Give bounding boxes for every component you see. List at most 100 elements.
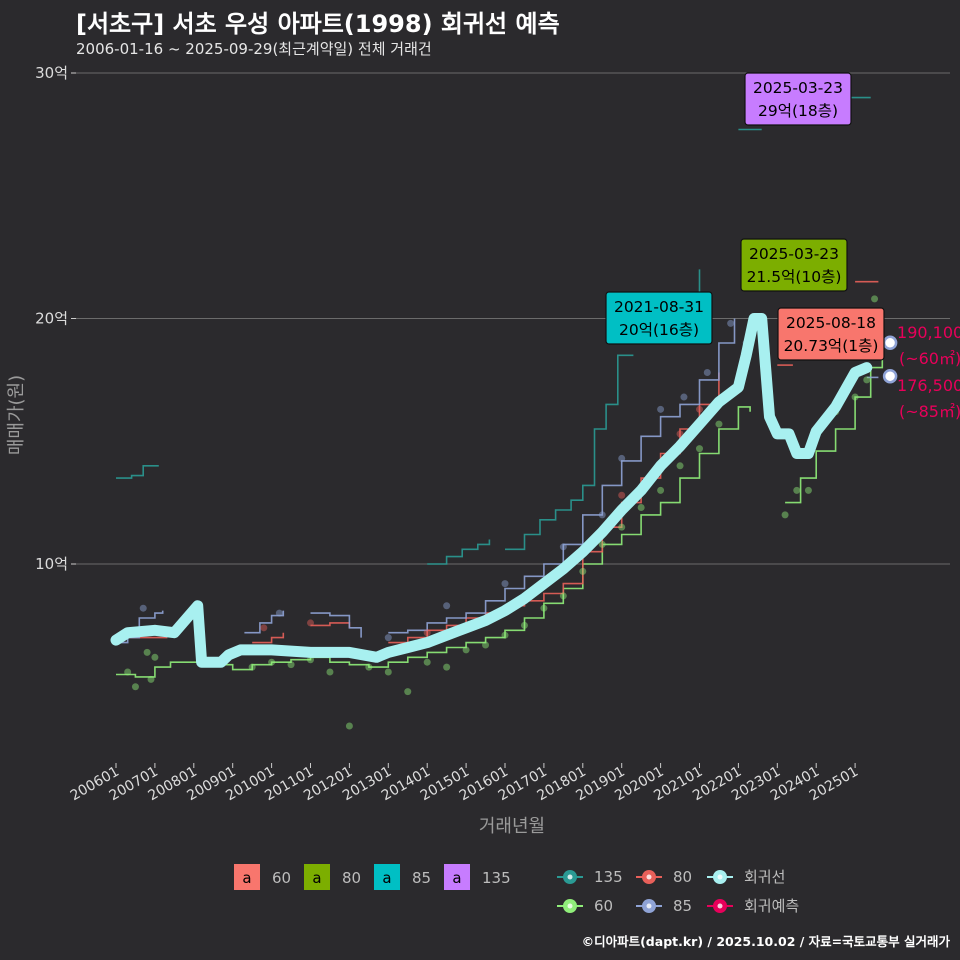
annotation-labels: 2025-03-23 29억(18층) 2025-03-23 21.5억(10층) 20… [605, 72, 885, 361]
legend-area-label: 135 [482, 869, 511, 887]
scatter-point-60 [404, 688, 412, 696]
x-axis-ticks: 2006012007012008012009012010012011012012… [68, 763, 861, 804]
scatter-point-60 [482, 641, 490, 649]
legend-line-label: 60 [594, 897, 613, 915]
forecast-value-label: 190,100 [897, 323, 960, 342]
scatter-point-60 [618, 523, 626, 531]
legend-line-label: 85 [673, 897, 692, 915]
series-line-85c [310, 612, 362, 638]
scatter-point-60 [462, 646, 470, 654]
series-line-135 [116, 465, 159, 479]
chart-subtitle: 2006-01-16 ~ 2025-09-29(최근계약일) 전체 거래건 [76, 40, 432, 58]
annotation-box [777, 307, 885, 361]
legend-area-glyph: a [242, 869, 251, 887]
scatter-point-60 [151, 653, 159, 661]
scatter-point-60 [793, 486, 801, 494]
scatter-point-85 [598, 511, 606, 519]
legend-area-key [304, 864, 330, 890]
scatter-points [124, 295, 879, 730]
annotation-price: 20.73억(1층) [784, 337, 879, 355]
scatter-point-60 [863, 376, 871, 384]
scatter-point-60 [345, 722, 353, 730]
caption: ©디아파트(dapt.kr) / 2025.10.02 / 자료=국토교통부 실… [581, 934, 950, 949]
scatter-point-60 [501, 631, 509, 639]
scatter-point-60 [326, 668, 334, 676]
forecast-point-85 [882, 368, 898, 384]
forecast-markers: 190,100 (~60㎡) 176,500 (~85㎡) [882, 323, 960, 421]
series-lines [116, 96, 884, 678]
legend-area-glyph: a [382, 869, 391, 887]
legend-area-label: 85 [412, 869, 431, 887]
scatter-point-85 [703, 369, 711, 377]
legend-area-key [374, 864, 400, 890]
scatter-point-60 [365, 663, 373, 671]
scatter-point-60 [423, 658, 431, 666]
legend-area-label: 80 [342, 869, 361, 887]
legend-line-dot-center [646, 874, 652, 880]
series-line-60 [116, 406, 751, 678]
legend-line-dot-center [717, 874, 723, 880]
y-tick-label: 20억 [35, 310, 68, 328]
y-tick-label: 30억 [35, 64, 68, 82]
regression-line [110, 313, 873, 668]
scatter-point-85 [618, 454, 626, 462]
scatter-point-60 [715, 420, 723, 428]
scatter-point-60 [871, 295, 879, 303]
forecast-point-60 [882, 335, 898, 351]
chart-title: [서초구] 서초 우성 아파트(1998) 회귀선 예측 [76, 10, 560, 38]
legend-area-glyph: a [312, 869, 321, 887]
legend-area-key [234, 864, 260, 890]
scatter-point-60 [248, 663, 256, 671]
scatter-point-60 [384, 668, 392, 676]
scatter-point-85 [443, 602, 451, 610]
scatter-point-60 [124, 668, 132, 676]
scatter-point-60 [268, 658, 276, 666]
series-line-135b [427, 539, 491, 565]
legend-area-glyph: a [452, 869, 461, 887]
scatter-point-60 [781, 511, 789, 519]
scatter-point-60 [307, 656, 314, 664]
annotation-box [605, 291, 713, 345]
scatter-point-60 [443, 663, 451, 671]
series-line-135c [505, 354, 634, 551]
scatter-point-60 [147, 675, 155, 683]
legend: a 60 a 80 a 85 a 135 135 80 회귀선 60 85 회귀예측 [234, 864, 799, 915]
legend-area-key [444, 864, 470, 890]
scatter-point-60 [540, 604, 548, 612]
forecast-area-label: (~60㎡) [899, 349, 960, 368]
annotation-price: 29억(18층) [758, 102, 838, 120]
scatter-point-80 [260, 624, 268, 632]
scatter-point-85 [680, 393, 688, 401]
scatter-point-80 [423, 629, 431, 637]
annotation-date: 2021-08-31 [614, 298, 704, 316]
series-line-85b [244, 610, 285, 634]
forecast-value-label: 176,500 [897, 376, 960, 395]
scatter-point-85 [727, 319, 735, 327]
legend-line-dot-center [567, 874, 573, 880]
scatter-point-80 [307, 619, 314, 627]
series-line-80b [252, 632, 285, 644]
scatter-point-85 [501, 580, 509, 588]
annotation-price: 21.5억(10층) [747, 268, 842, 286]
legend-line-label: 80 [673, 868, 692, 886]
series-line-85 [116, 610, 164, 644]
legend-line-dot-center [646, 903, 652, 909]
y-axis-ticks: 10억 20억 30억 [35, 64, 76, 573]
legend-line-dot-center [567, 903, 573, 909]
y-tick-label: 10억 [35, 555, 68, 573]
annotation-date: 2025-08-18 [786, 314, 876, 332]
regression-path [110, 313, 873, 668]
scatter-point-60 [657, 486, 665, 494]
scatter-point-60 [287, 661, 295, 669]
scatter-point-85 [139, 604, 147, 612]
y-axis-title: 매매가(원) [6, 375, 27, 455]
annotation-box [744, 72, 852, 126]
scatter-point-60 [579, 567, 587, 575]
scatter-point-60 [676, 462, 684, 470]
legend-line-label: 회귀선 [744, 868, 785, 886]
annotation-price: 20억(16층) [619, 321, 699, 339]
scatter-point-80 [676, 430, 684, 438]
scatter-point-85 [275, 609, 283, 617]
forecast-area-label: (~85㎡) [899, 402, 960, 421]
legend-line-dot-center [717, 903, 723, 909]
